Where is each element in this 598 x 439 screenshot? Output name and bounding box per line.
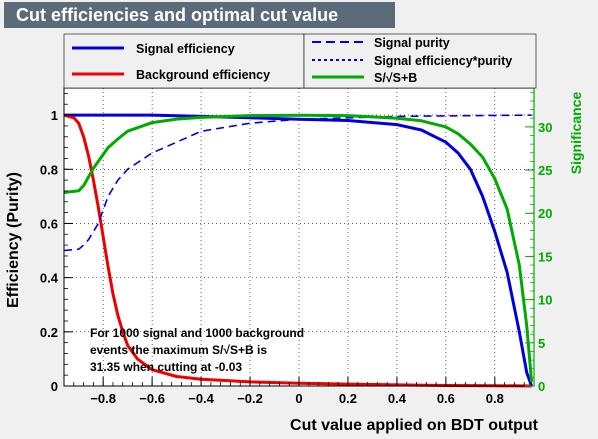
y-axis-left: 0 0.2 0.4 0.6 0.8 1 [40, 93, 73, 394]
x-tick-label: 0.4 [388, 391, 407, 406]
legend-left: Signal efficiency Background efficiency [63, 33, 305, 89]
y2-tick-label: 5 [538, 336, 545, 351]
x-axis: −0.8 −0.6 −0.4 −0.2 0 0.2 0.4 0.6 0.8 [63, 377, 535, 406]
legend-left-box [63, 33, 305, 89]
legend-label-background-efficiency: Background efficiency [136, 68, 270, 82]
y-tick-label: 0.8 [40, 162, 58, 177]
x-tick-label: 0.6 [437, 391, 455, 406]
annotation: For 1000 signal and 1000 background even… [90, 326, 304, 374]
y2-tick-label: 25 [538, 163, 552, 178]
x-tick-label: 0.2 [339, 391, 357, 406]
y2-tick-label: 10 [538, 293, 552, 308]
series-line-s-s-b [63, 113, 534, 382]
legend-label-signal-efficiency: Signal efficiency [136, 42, 235, 56]
legend-label-signal-purity: Signal purity [374, 36, 450, 50]
annotation-line-2: events the maximum S/√S+B is [90, 343, 267, 357]
y2-tick-label: 0 [538, 379, 545, 394]
x-axis-label: Cut value applied on BDT output [290, 417, 539, 434]
legend-right: Signal purity Signal efficiency*purity S… [303, 33, 537, 89]
y-tick-label: 0.4 [40, 271, 59, 286]
y-tick-label: 0.6 [40, 216, 58, 231]
x-tick-label: −0.6 [139, 391, 165, 406]
annotation-line-1: For 1000 signal and 1000 background [90, 326, 304, 340]
x-tick-label: 0.8 [486, 391, 504, 406]
y2-tick-label: 30 [538, 120, 552, 135]
y2-tick-label: 15 [538, 249, 552, 264]
y2-axis-label: Significance [568, 92, 584, 175]
x-tick-label: 0 [295, 391, 302, 406]
y2-tick-label: 20 [538, 206, 552, 221]
series-layer [63, 113, 534, 388]
annotation-line-3: 31.35 when cutting at -0.03 [90, 360, 242, 374]
x-tick-label: −0.8 [90, 391, 116, 406]
y-axis-label: Efficiency (Purity) [5, 172, 22, 308]
y-axis-right: 0 5 10 15 20 25 30 [525, 88, 552, 394]
x-tick-label: −0.4 [188, 391, 214, 406]
series-line-signal-efficiency-purity [64, 114, 533, 387]
chart-title: Cut efficiencies and optimal cut value [4, 2, 395, 28]
legend-label-significance: S/√S+B [374, 71, 417, 85]
x-tick-label: −0.2 [237, 391, 263, 406]
y-tick-label: 0.2 [40, 325, 58, 340]
legend-label-signal-efficiency-purity: Signal efficiency*purity [374, 54, 512, 68]
y-tick-label: 0 [51, 379, 58, 394]
y-tick-label: 1 [51, 108, 58, 123]
